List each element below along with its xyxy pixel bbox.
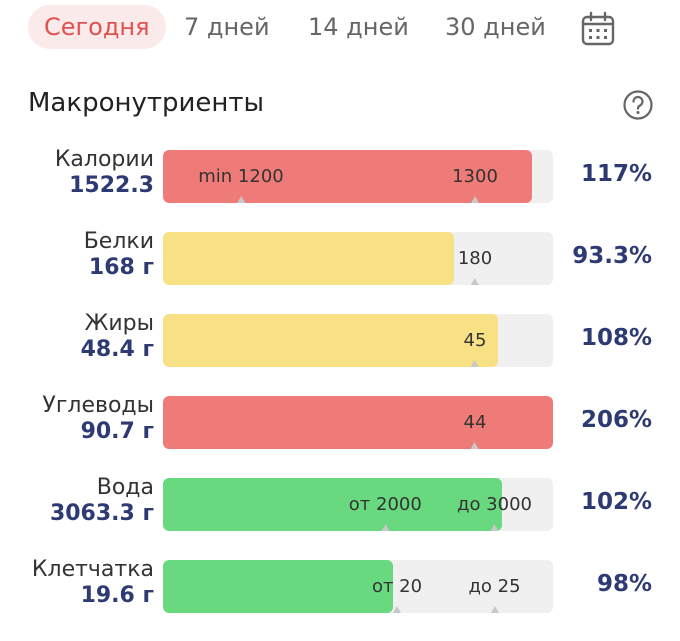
marker-triangle-icon — [490, 606, 499, 613]
progress-bar-track: 180 — [163, 232, 553, 285]
marker-triangle-icon — [393, 606, 401, 613]
progress-bar-track: min 1200 1300 — [163, 150, 553, 203]
marker-triangle-icon — [471, 196, 479, 203]
nutrient-label: Калории 1522.3 — [55, 147, 154, 199]
nutrient-label: Углеводы 90.7 г — [42, 393, 154, 445]
nutrient-value: 168 г — [88, 255, 154, 280]
target-marker-label: min 1200 — [198, 166, 284, 187]
target-marker: 44 — [463, 396, 487, 449]
progress-bar-track: 44 — [163, 396, 553, 449]
nutrient-value: 90.7 г — [80, 419, 154, 444]
marker-triangle-icon — [471, 442, 479, 449]
nutrient-percent: 93.3% — [572, 243, 652, 269]
nutrient-row: Углеводы 90.7 г 44 206% — [0, 393, 680, 453]
progress-bar-fill — [163, 150, 532, 203]
tab-30-days[interactable]: 30 дней — [445, 13, 546, 41]
tab-7-days[interactable]: 7 дней — [184, 13, 270, 41]
nutrient-percent: 98% — [596, 571, 652, 597]
nutrient-name: Углеводы — [42, 393, 154, 418]
nutrient-value: 19.6 г — [80, 583, 154, 608]
nutrient-value: 3063.3 г — [49, 501, 154, 526]
nutrient-row: Белки 168 г 180 93.3% — [0, 229, 680, 289]
marker-triangle-icon — [381, 524, 390, 531]
section-title: Макронутриенты — [28, 88, 265, 118]
tab-today[interactable]: Сегодня — [28, 5, 166, 49]
progress-bar-track: от 2000 до 3000 — [163, 478, 553, 531]
progress-bar-fill — [163, 314, 499, 367]
nutrient-value: 48.4 г — [80, 337, 154, 362]
target-marker-label: 1300 — [452, 166, 498, 187]
target-marker-label: 180 — [457, 248, 493, 269]
nutrient-row: Клетчатка 19.6 г от 20 до 25 98% — [0, 557, 680, 617]
nutrient-percent: 108% — [580, 325, 652, 351]
target-marker-label: 45 — [463, 330, 487, 351]
target-marker: от 2000 — [349, 478, 422, 531]
progress-bar-track: от 20 до 25 — [163, 560, 553, 613]
nutrient-name: Жиры — [84, 311, 154, 336]
target-marker-label: до 25 — [468, 576, 521, 597]
nutrient-value: 1522.3 — [69, 173, 154, 198]
nutrient-name: Калории — [54, 147, 154, 172]
progress-bar-fill — [163, 232, 454, 285]
progress-bar-fill — [163, 478, 503, 531]
target-marker: от 20 — [372, 560, 422, 613]
nutrient-row: Калории 1522.3 min 1200 1300 117% — [0, 147, 680, 207]
nutrient-label: Клетчатка 19.6 г — [32, 557, 154, 609]
nutrient-name: Белки — [83, 229, 154, 254]
target-marker-label: до 3000 — [457, 494, 532, 515]
target-marker: до 25 — [468, 560, 521, 613]
progress-bar-fill — [163, 396, 553, 449]
nutrient-name: Вода — [96, 475, 154, 500]
nutrient-percent: 206% — [580, 407, 652, 433]
marker-triangle-icon — [470, 278, 479, 285]
nutrient-label: Жиры 48.4 г — [81, 311, 154, 363]
nutrient-label: Белки 168 г — [84, 229, 154, 281]
progress-bar-track: 45 — [163, 314, 553, 367]
nutrient-row: Жиры 48.4 г 45 108% — [0, 311, 680, 371]
marker-triangle-icon — [471, 360, 479, 367]
target-marker: до 3000 — [457, 478, 532, 531]
target-marker-label: 44 — [463, 412, 487, 433]
tab-14-days[interactable]: 14 дней — [308, 13, 409, 41]
nutrient-percent: 102% — [580, 489, 652, 515]
marker-triangle-icon — [236, 196, 245, 203]
nutrient-percent: 117% — [580, 161, 652, 187]
marker-triangle-icon — [490, 524, 499, 531]
target-marker: min 1200 — [198, 150, 284, 203]
target-marker: 45 — [463, 314, 487, 367]
calendar-icon[interactable] — [580, 11, 616, 47]
nutrient-name: Клетчатка — [31, 557, 154, 582]
progress-bar-fill — [163, 560, 394, 613]
nutrient-label: Вода 3063.3 г — [50, 475, 154, 527]
period-tabs: Сегодня 7 дней 14 дней 30 дней — [0, 0, 680, 56]
help-icon[interactable] — [622, 89, 654, 121]
nutrient-row: Вода 3063.3 г от 2000 до 3000 102% — [0, 475, 680, 535]
target-marker-label: от 2000 — [348, 494, 422, 515]
target-marker: 1300 — [452, 150, 498, 203]
target-marker-label: от 20 — [371, 576, 423, 597]
target-marker: 180 — [458, 232, 492, 285]
